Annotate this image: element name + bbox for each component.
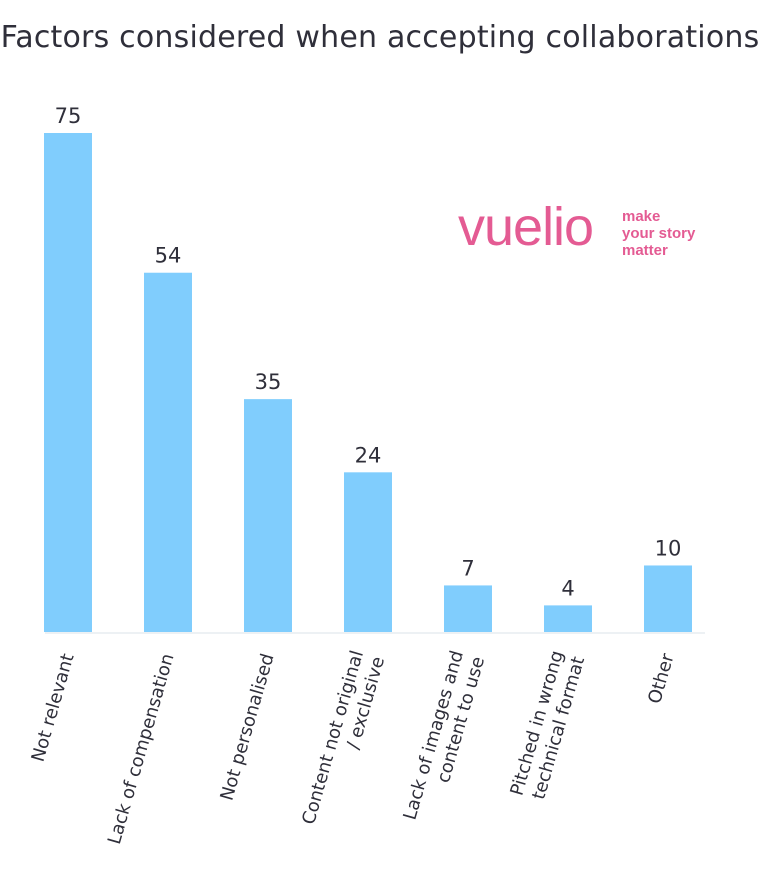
data-label: 35 bbox=[255, 370, 282, 394]
data-label: 54 bbox=[155, 244, 182, 268]
bar bbox=[444, 585, 492, 632]
category-label-line: Not relevant bbox=[28, 651, 79, 764]
bar bbox=[44, 133, 92, 632]
logo-tagline-line: make bbox=[622, 208, 661, 225]
category-label-line: Other bbox=[644, 651, 678, 706]
category-label: Content not original/ exclusive bbox=[298, 648, 389, 827]
category-label-line: Not personalised bbox=[217, 651, 279, 803]
vuelio-logo: vuelio make your story matter bbox=[458, 197, 728, 275]
category-label: Not personalised bbox=[217, 651, 279, 803]
data-label: 10 bbox=[655, 536, 682, 560]
category-label: Lack of compensation bbox=[104, 651, 179, 847]
logo-tagline: make your story matter bbox=[622, 208, 732, 259]
category-label: Not relevant bbox=[28, 651, 79, 764]
bar bbox=[644, 565, 692, 632]
bar bbox=[544, 605, 592, 632]
data-label: 75 bbox=[55, 104, 82, 128]
bar bbox=[144, 272, 192, 632]
logo-tagline-line: your story bbox=[622, 225, 696, 242]
logo-word: vuelio bbox=[458, 197, 594, 257]
bar bbox=[344, 472, 392, 632]
data-label: 4 bbox=[561, 576, 574, 600]
category-label: Other bbox=[644, 651, 678, 706]
chart-title: Factors considered when accepting collab… bbox=[0, 20, 760, 55]
data-label: 7 bbox=[461, 556, 474, 580]
data-label: 24 bbox=[355, 443, 382, 467]
logo-tagline-line: matter bbox=[622, 242, 668, 259]
category-label-line: Lack of compensation bbox=[104, 651, 179, 847]
bar bbox=[244, 399, 292, 632]
